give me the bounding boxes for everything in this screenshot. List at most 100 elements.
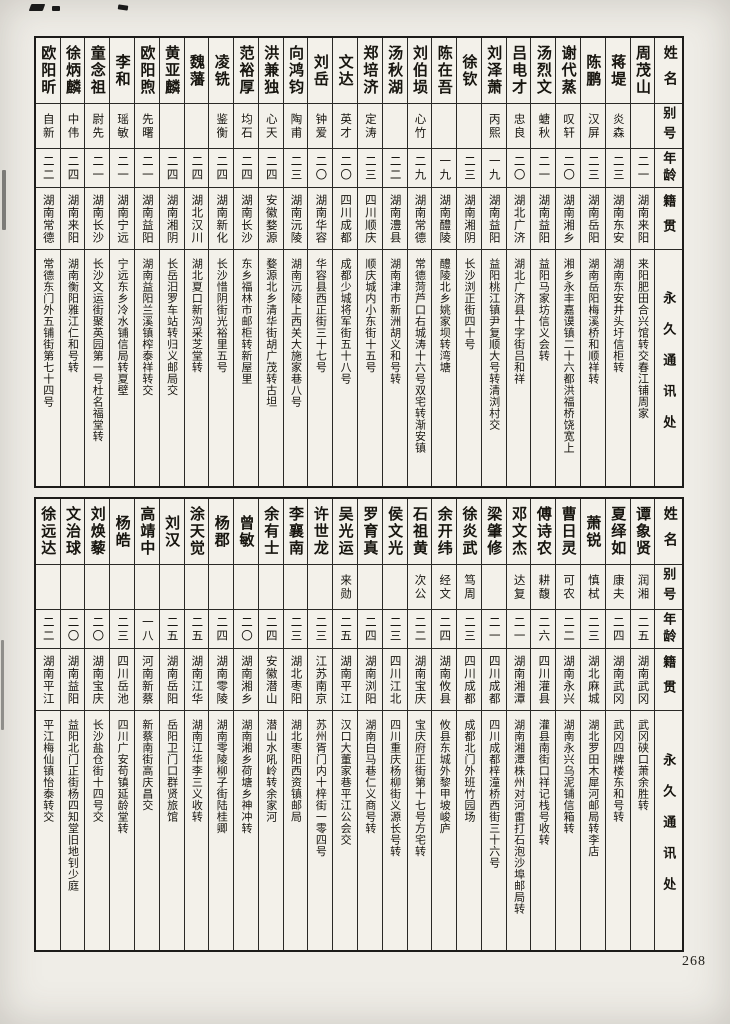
person-age: 二六 <box>531 610 556 649</box>
person-column: 曹日灵 可农 二二 湖南永兴 湖南永兴乌泥铺信箱转 <box>556 499 582 950</box>
person-address: 益阳马家坊信义会转 <box>537 258 550 362</box>
person-origin: 湖南岳阳 <box>581 188 605 250</box>
person-name: 黄亚麟 <box>159 38 184 104</box>
person-column: 涂天觉 二五 湖南江华 湖南江华李三义收转 <box>184 499 210 950</box>
person-address: 常德菏芦口右城涛十六号双宅转渐安镇 <box>413 258 426 454</box>
person-name: 罗育真 <box>358 499 382 565</box>
person-address: 东乡福林市邮柜转新屋里 <box>239 258 252 385</box>
person-alias <box>184 104 209 149</box>
person-name: 邓文杰 <box>506 499 531 565</box>
person-origin: 湖南湘乡 <box>234 649 258 711</box>
person-column: 童念祖 尉先 二一 湖南长沙 长沙文运街聚英园第一号杜名福堂转 <box>85 38 111 486</box>
person-alias: 润湘 <box>630 565 655 610</box>
person-alias: 慎栻 <box>581 565 605 610</box>
person-origin: 湖南浏阳 <box>358 649 382 711</box>
directory-table-bottom: 姓名 别号 年龄 籍贯 永久通讯处 谭象贤 润湘 二五 湖南武冈 武冈硖口萧余胜转 夏绎如 康夫 二四湖… <box>34 497 684 952</box>
person-age: 二四 <box>159 149 184 188</box>
person-age: 二四 <box>258 149 283 188</box>
person-name: 傅诗农 <box>531 499 556 565</box>
person-alias <box>35 565 60 610</box>
person-alias: 次公 <box>407 565 432 610</box>
person-name: 谭象贤 <box>630 499 655 565</box>
person-alias: 英才 <box>333 104 357 149</box>
person-origin: 江苏南京 <box>308 649 333 711</box>
person-age: 二四 <box>209 149 234 188</box>
person-name: 曾敏 <box>234 499 258 565</box>
person-origin: 湖南武冈 <box>630 649 655 711</box>
person-address: 来阳肥田合兴馆转交春江铺周家 <box>636 258 649 419</box>
person-origin: 湖南平江 <box>333 649 357 711</box>
scan-artifact <box>1 640 4 730</box>
person-name: 周茂山 <box>630 38 655 104</box>
header-column: 姓名 别号 年龄 籍贯 永久通讯处 <box>655 499 682 950</box>
person-address: 顺庆城内小东街十五号 <box>363 258 376 373</box>
column-header-name: 姓名 <box>655 499 682 565</box>
person-age: 二三 <box>457 149 481 188</box>
person-alias: 瑶敏 <box>110 104 134 149</box>
person-alias: 钟爱 <box>308 104 333 149</box>
person-column: 文治球 二〇 湖南益阳 益阳北门正街杨四知堂旧地钊少庭 <box>60 499 86 950</box>
column-header-origin: 籍贯 <box>655 649 682 711</box>
person-column: 侯文光 二三 四川江北 四川重庆杨柳街义源长号转 <box>382 499 408 950</box>
person-alias: 康夫 <box>605 565 630 610</box>
person-column: 杨皓 二三 四川岳池 四川广安苟镇延龄堂转 <box>110 499 135 950</box>
person-name: 魏藩 <box>184 38 209 104</box>
person-name: 蒋堤 <box>605 38 630 104</box>
person-age: 二〇 <box>556 149 581 188</box>
person-origin: 湖南宁远 <box>110 188 134 250</box>
person-age: 二二 <box>556 610 581 649</box>
person-address: 婺源北乡清华街胡广茂转古坦 <box>264 258 277 408</box>
person-age: 二四 <box>432 610 457 649</box>
person-alias <box>159 565 184 610</box>
person-origin: 湖南湘潭 <box>506 649 531 711</box>
person-column: 李和 瑶敏 二一 湖南宁远 宁远东乡冷水铺信局转夏壁 <box>110 38 135 486</box>
person-column: 杨郡 二四 湖南零陵 湖南零陵柳子街陆桂卿 <box>209 499 235 950</box>
person-origin: 湖南益阳 <box>134 188 159 250</box>
person-age: 二三 <box>110 610 134 649</box>
person-age: 二二 <box>35 149 60 188</box>
person-age: 二三 <box>382 610 407 649</box>
person-address: 湖南津市新洲胡义和号转 <box>388 258 401 385</box>
person-age: 一八 <box>134 610 159 649</box>
person-origin: 湖南新化 <box>209 188 234 250</box>
person-address: 湖南东安井头圩信柜转 <box>611 258 624 373</box>
person-address: 长沙文运街聚英园第一号杜名福堂转 <box>91 258 104 442</box>
person-column: 徐炳麟 中伟 二四 湖南来阳 湖南衡阳雅江仁和号转 <box>60 38 86 486</box>
person-address: 四川广安苟镇延龄堂转 <box>116 719 129 834</box>
person-name: 刘汉 <box>159 499 184 565</box>
person-origin: 湖南岳阳 <box>159 649 184 711</box>
person-age: 二四 <box>258 610 283 649</box>
person-column: 范裕厚 均石 二四 湖南长沙 东乡福林市邮柜转新屋里 <box>234 38 259 486</box>
person-age: 二四 <box>60 149 85 188</box>
person-name: 石祖黄 <box>407 499 432 565</box>
person-age: 一九 <box>481 149 506 188</box>
person-column: 凌铣 鉴衡 二四 湖南新化 长沙惜阴街光裕里五号 <box>209 38 235 486</box>
person-age: 二〇 <box>506 149 531 188</box>
person-column: 刘汉 二五 湖南岳阳 岳阳卫门口群贤旅馆 <box>159 499 185 950</box>
person-origin: 四川成都 <box>457 649 481 711</box>
person-column: 刘焕藜 二〇 湖南宝庆 长沙盐仓街十四号交 <box>85 499 111 950</box>
person-alias: 可农 <box>556 565 581 610</box>
person-age: 二三 <box>283 610 308 649</box>
person-alias <box>60 565 85 610</box>
person-address: 攸县东城外黎甲坡峻庐 <box>438 719 451 834</box>
person-column: 魏藩 二四 湖北汉川 湖北夏口新沟采芝堂转 <box>184 38 210 486</box>
person-age: 二一 <box>481 610 506 649</box>
person-column: 刘伯埙 心竹 二九 湖南常德 常德菏芦口右城涛十六号双宅转渐安镇 <box>407 38 433 486</box>
scan-artifact <box>2 170 6 230</box>
person-column: 谢代蒸 叹轩 二〇 湖南湘乡 湘乡永丰嘉谟镇二十六都洪福桥饶宽上 <box>556 38 582 486</box>
person-address: 常德东门外五铺街第七十四号 <box>41 258 54 408</box>
person-name: 吴光运 <box>333 499 357 565</box>
person-address: 四川重庆杨柳街义源长号转 <box>388 719 401 857</box>
person-origin: 湖南常德 <box>407 188 432 250</box>
person-alias: 中伟 <box>60 104 85 149</box>
person-address: 宁远东乡冷水铺信局转夏壁 <box>116 258 129 396</box>
person-address: 醴陵北乡姚家坝转湾塘 <box>438 258 451 373</box>
person-address: 华容县西正街三十七号 <box>314 258 327 373</box>
person-alias: 均石 <box>234 104 258 149</box>
person-alias: 陶甫 <box>283 104 308 149</box>
person-alias <box>209 565 234 610</box>
person-column: 欧阳煦 先曙 二一 湖南益阳 湖南益阳兰溪镇榨泰祥转交 <box>134 38 160 486</box>
person-age: 二九 <box>407 149 432 188</box>
person-alias: 丙熙 <box>481 104 506 149</box>
